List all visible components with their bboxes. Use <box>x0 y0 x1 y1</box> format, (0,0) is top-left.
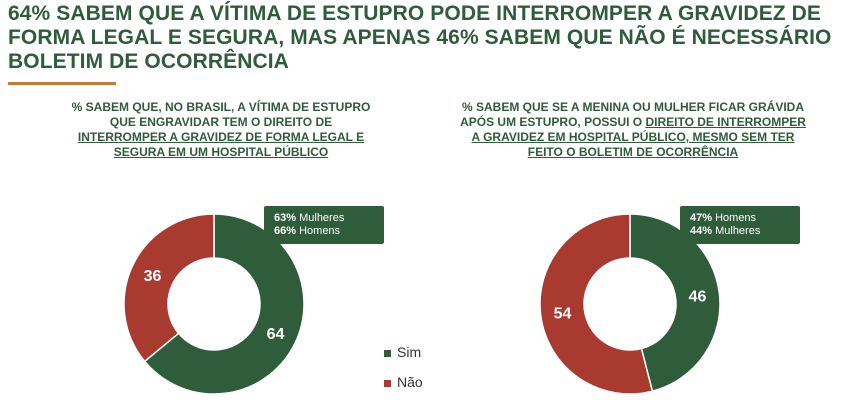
donut-left-label-0: 64 <box>267 326 285 343</box>
legend-item-nao: Não <box>384 374 423 390</box>
legend-label-nao: Não <box>397 374 423 390</box>
callout-left: 63% Mulheres 66% Homens <box>264 206 384 244</box>
callout-right-line-1: 47% Homens <box>690 212 790 225</box>
callout-right-value-1: 47% <box>690 212 713 224</box>
chart-right-title-underlined: DIREITO DE INTERROMPER A GRAVIDEZ EM HOS… <box>471 115 806 159</box>
callout-left-value-1: 63% <box>274 212 297 224</box>
donut-left-slice-sim <box>143 213 305 395</box>
callout-right-label-1: Homens <box>715 212 757 224</box>
callout-left-value-2: 66% <box>274 225 297 237</box>
donut-chart-left: 64 36 <box>123 213 305 395</box>
legend-label-sim: Sim <box>397 344 422 360</box>
legend-swatch-nao <box>384 379 391 387</box>
chart-right-title: % SABEM QUE SE A MENINA OU MULHER FICAR … <box>458 100 808 160</box>
callout-right-value-2: 44% <box>690 225 713 237</box>
chart-left-title-plain: % SABEM QUE, NO BRASIL, A VÍTIMA DE ESTU… <box>71 100 371 129</box>
donut-right-label-1: 54 <box>554 306 572 323</box>
chart-left-title-underlined: INTERROMPER A GRAVIDEZ DE FORMA LEGAL E … <box>77 130 365 159</box>
donut-left-label-1: 36 <box>144 268 162 285</box>
callout-left-line-1: 63% Mulheres <box>274 212 374 225</box>
headline-rule <box>8 82 116 85</box>
chart-left-title: % SABEM QUE, NO BRASIL, A VÍTIMA DE ESTU… <box>66 100 376 160</box>
callout-right: 47% Homens 44% Mulheres <box>680 206 800 244</box>
chart-right-title-plain: % SABEM QUE SE A MENINA OU MULHER FICAR … <box>460 100 804 129</box>
donut-left-slice-nao <box>123 213 215 363</box>
callout-right-line-2: 44% Mulheres <box>690 225 790 238</box>
legend-item-sim: Sim <box>384 344 421 360</box>
callout-right-label-2: Mulheres <box>715 225 761 237</box>
callout-left-line-2: 66% Homens <box>274 225 374 238</box>
legend-swatch-sim <box>384 349 391 357</box>
page-headline: 64% SABEM QUE A VÍTIMA DE ESTUPRO PODE I… <box>8 2 832 73</box>
callout-left-label-2: Homens <box>299 225 341 237</box>
donut-right-slice-nao <box>539 213 654 395</box>
callout-left-label-1: Mulheres <box>299 212 345 224</box>
donut-right-label-0: 46 <box>689 288 707 305</box>
